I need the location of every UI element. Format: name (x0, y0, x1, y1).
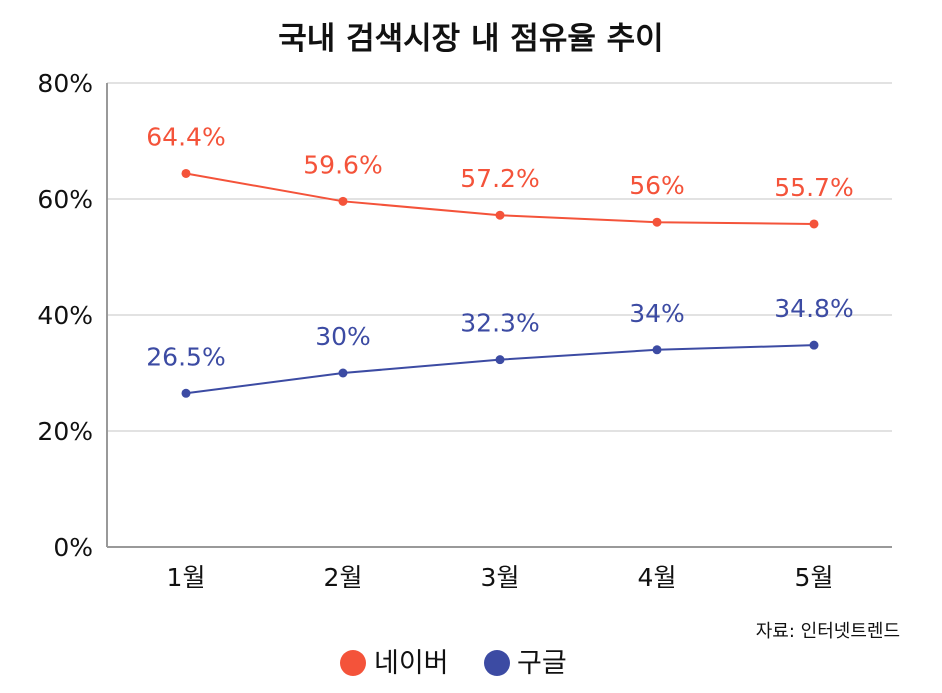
y-tick-label: 0% (53, 533, 93, 562)
data-point (495, 355, 505, 365)
legend-marker-naver (340, 650, 366, 676)
data-point (495, 210, 505, 220)
legend-label-google: 구글 (517, 648, 567, 679)
data-point (652, 217, 662, 227)
x-tick-label: 5월 (795, 563, 834, 592)
x-tick-label: 3월 (481, 563, 520, 592)
data-label: 34% (629, 299, 685, 328)
data-label: 64.4% (146, 122, 225, 151)
x-tick-label: 4월 (638, 563, 677, 592)
data-label: 30% (315, 322, 371, 351)
y-tick-label: 40% (37, 301, 93, 330)
data-point (338, 196, 348, 206)
x-tick-label: 2월 (324, 563, 363, 592)
data-point (652, 345, 662, 355)
data-point (338, 368, 348, 378)
data-point (809, 340, 819, 350)
y-tick-label: 80% (37, 69, 93, 98)
data-label: 26.5% (146, 342, 225, 371)
chart-title: 국내 검색시장 내 점유율 추이 (278, 21, 663, 57)
data-point (181, 388, 191, 398)
source-note: 자료: 인터넷트렌드 (756, 621, 900, 642)
data-label: 57.2% (460, 164, 539, 193)
data-label: 55.7% (774, 173, 853, 202)
data-label: 56% (629, 171, 685, 200)
series-line-1 (185, 344, 815, 395)
y-tick-label: 20% (37, 417, 93, 446)
data-label: 34.8% (774, 294, 853, 323)
data-point (809, 219, 819, 229)
y-tick-label: 60% (37, 185, 93, 214)
legend-label-naver: 네이버 (374, 648, 449, 679)
data-label: 32.3% (460, 309, 539, 338)
x-tick-label: 1월 (167, 563, 206, 592)
legend-marker-google (484, 650, 510, 676)
legend: 네이버 구글 (340, 648, 567, 679)
data-point (181, 168, 191, 178)
data-label: 59.6% (303, 150, 382, 179)
